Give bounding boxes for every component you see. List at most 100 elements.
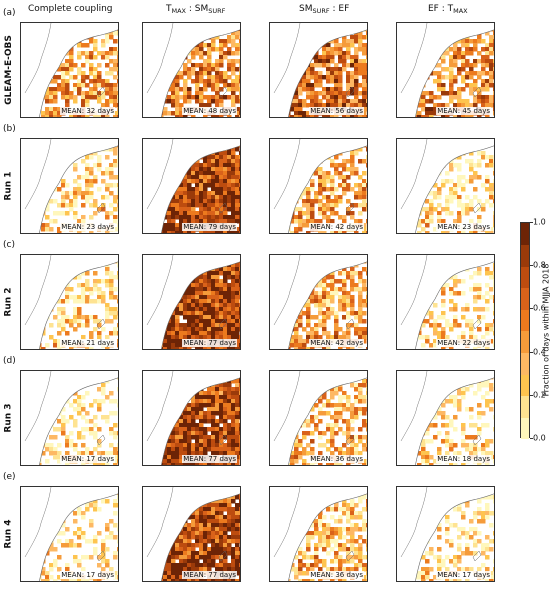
map-cell [147, 231, 152, 234]
map-cell [167, 87, 172, 92]
map-cell [77, 191, 82, 196]
map-cell [219, 59, 224, 64]
map-cell [191, 295, 196, 300]
map-cell [441, 39, 446, 44]
map-cell [61, 311, 66, 316]
map-cell [235, 155, 240, 160]
map-cell [163, 271, 168, 276]
map-cell [147, 271, 152, 276]
map-cell [362, 311, 367, 316]
map-cell [473, 231, 478, 233]
map-cell [39, 263, 42, 268]
map-cell [219, 159, 224, 164]
map-cell [493, 223, 494, 228]
map-cell [322, 31, 327, 36]
map-cell [239, 203, 240, 208]
map-cell [338, 271, 343, 276]
map-cell [239, 29, 240, 32]
map-cell [143, 299, 148, 304]
map-cell [354, 183, 359, 188]
map-cell [161, 31, 164, 36]
map-cell [437, 215, 442, 220]
map-cell [143, 215, 148, 220]
map-cell [366, 79, 367, 84]
map-cell [282, 55, 287, 60]
map-cell [461, 55, 466, 60]
map-cell [425, 51, 430, 56]
map-cell [179, 147, 184, 152]
map-cell [45, 255, 50, 260]
map-cell [429, 43, 434, 48]
map-cell [183, 145, 188, 148]
map-cell [179, 335, 184, 340]
island-outline [345, 318, 355, 330]
map-cell [421, 219, 426, 224]
map-cell [493, 299, 494, 304]
map-cell [270, 111, 275, 116]
map-cell [461, 231, 466, 233]
map-cell [318, 139, 323, 144]
map-cell [310, 29, 315, 32]
map-cell [155, 347, 160, 350]
map-cell [314, 303, 319, 308]
map-cell [187, 211, 192, 216]
map-cell [290, 63, 295, 68]
map-cell [29, 51, 34, 56]
map-cell [405, 147, 410, 152]
map-cell [330, 219, 335, 224]
map-cell [421, 283, 426, 288]
map-cell [274, 151, 279, 156]
map-cell [61, 275, 66, 280]
map-cell [366, 29, 367, 32]
map-cell [167, 63, 172, 68]
map-cell [175, 103, 180, 108]
map-cell [489, 339, 494, 344]
map-cell [195, 51, 200, 56]
map-cell [298, 223, 303, 228]
map-cell [457, 29, 462, 32]
map-cell [113, 287, 118, 292]
map-cell [465, 59, 470, 64]
map-cell [421, 307, 426, 312]
map-cell [183, 295, 188, 300]
map-cell [39, 463, 42, 465]
map-cell [191, 79, 196, 84]
map-cell [33, 27, 38, 32]
map-cell [235, 95, 240, 100]
map-cell [171, 311, 176, 316]
map-cell [493, 263, 494, 268]
map-cell [231, 299, 236, 304]
map-cell [306, 207, 311, 212]
map-cell [338, 295, 343, 300]
map-cell [163, 311, 168, 316]
map-cell [61, 179, 66, 184]
map-cell [179, 95, 184, 100]
map-cell [366, 91, 367, 96]
map-cell [97, 155, 102, 160]
island-outline [96, 318, 106, 330]
map-cell [270, 107, 275, 112]
map-cell [93, 71, 98, 76]
map-cell [441, 335, 446, 340]
map-cell [409, 207, 414, 212]
map-cell [203, 263, 208, 268]
map-cell [397, 187, 402, 192]
coastline [161, 261, 240, 349]
map-cell [227, 275, 232, 280]
map-cell [81, 291, 86, 296]
map-cell [53, 23, 58, 28]
map-cell [334, 71, 339, 76]
map-cell [25, 379, 30, 384]
map-cell [215, 231, 220, 233]
map-cell [457, 323, 462, 328]
map-cell [199, 47, 204, 52]
map-cell [433, 207, 438, 212]
map-cell [461, 145, 466, 148]
map-cell [117, 107, 118, 112]
map-cell [235, 183, 240, 188]
map-cell [314, 195, 319, 200]
map-cell [33, 155, 38, 160]
map-cell [405, 71, 410, 76]
map-cell [397, 347, 402, 350]
map-cell [294, 171, 299, 176]
